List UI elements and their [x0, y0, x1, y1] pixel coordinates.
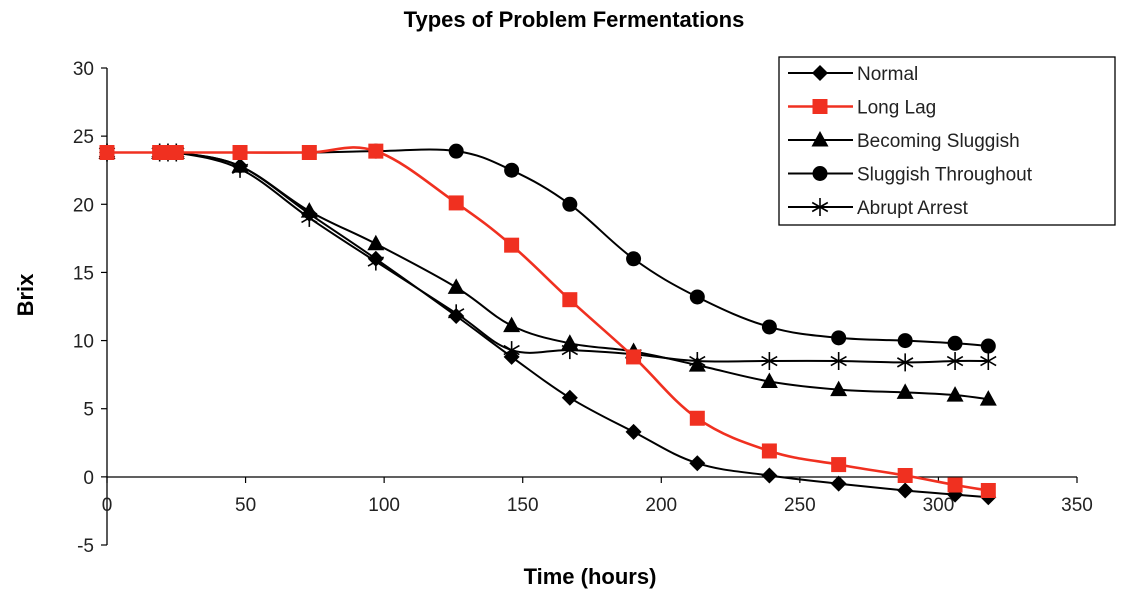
data-point	[980, 338, 996, 354]
star-stroke	[761, 355, 778, 367]
data-point	[897, 333, 913, 349]
y-tick-label: 30	[73, 59, 94, 80]
y-axis-title: Brix	[13, 273, 38, 317]
data-point	[561, 389, 578, 406]
legend-item: Normal	[788, 64, 918, 85]
data-point	[368, 143, 384, 159]
data-point	[504, 162, 520, 178]
data-point	[503, 348, 520, 365]
data-point	[168, 144, 184, 160]
data-point	[301, 144, 317, 160]
data-point	[830, 380, 848, 397]
data-point	[897, 467, 913, 483]
data-point	[367, 250, 384, 267]
legend-marker	[812, 166, 828, 181]
data-point	[980, 352, 997, 371]
data-point	[626, 251, 642, 267]
legend: Normal Long Lag Becoming Sluggish Sluggish …	[778, 56, 1116, 226]
data-point	[896, 383, 914, 399]
legend-marker	[812, 99, 828, 114]
data-point	[625, 423, 642, 440]
legend-label: Abrupt Arrest	[857, 198, 969, 219]
x-tick-label: 0	[102, 495, 113, 516]
chart-title: Types of Problem Fermentations	[404, 7, 745, 32]
data-point	[232, 158, 249, 175]
data-point	[947, 477, 963, 493]
x-tick-label: 350	[1061, 495, 1093, 516]
data-point	[830, 475, 847, 492]
data-point	[561, 334, 579, 350]
star-stroke	[946, 355, 964, 367]
data-point	[689, 455, 706, 472]
y-tick-label: 0	[83, 468, 94, 489]
data-point	[448, 195, 464, 211]
y-tick-label: 5	[83, 400, 94, 421]
data-point	[761, 467, 778, 484]
data-point	[830, 352, 847, 371]
data-point	[760, 372, 778, 388]
data-point	[503, 316, 521, 333]
data-point	[947, 335, 963, 351]
series-layer	[98, 143, 997, 506]
star-stroke	[896, 357, 914, 368]
legend-item: Becoming Sluggish	[788, 131, 1020, 152]
legend-label: Sluggish Throughout	[857, 165, 1033, 186]
legend-item: Abrupt Arrest	[788, 198, 969, 219]
y-tick-label: 15	[73, 263, 94, 284]
data-point	[946, 386, 964, 402]
x-axis-title: Time (hours)	[524, 564, 657, 589]
legend-label: Long Lag	[857, 98, 936, 119]
y-tick-label: 20	[73, 195, 94, 216]
series-long-lag	[99, 143, 996, 498]
x-tick-label: 50	[235, 495, 256, 516]
data-point	[946, 352, 964, 371]
data-point	[980, 482, 996, 498]
data-point	[896, 353, 914, 372]
data-point	[831, 330, 847, 346]
data-point	[626, 349, 642, 365]
legend-marker	[812, 65, 828, 81]
data-point	[897, 482, 914, 499]
data-point	[562, 196, 578, 212]
legend-label: Becoming Sluggish	[857, 131, 1020, 152]
x-tick-label: 100	[368, 495, 400, 516]
x-tick-label: 200	[645, 495, 677, 516]
y-tick-label: 25	[73, 127, 94, 148]
y-tick-label: -5	[77, 536, 94, 557]
data-point	[448, 308, 465, 325]
data-point	[504, 237, 520, 253]
legend-item: Long Lag	[788, 98, 936, 119]
data-point	[761, 319, 777, 335]
data-point	[447, 278, 465, 294]
data-point	[831, 457, 847, 473]
data-point	[979, 390, 997, 406]
y-tick-label: 10	[73, 332, 94, 353]
legend-item: Sluggish Throughout	[788, 165, 1033, 186]
data-point	[448, 143, 464, 159]
data-point	[761, 352, 778, 371]
star-stroke	[811, 201, 829, 213]
data-point	[301, 205, 318, 222]
data-point	[688, 356, 706, 372]
star-stroke	[830, 355, 847, 367]
star-stroke	[980, 355, 997, 367]
data-point	[99, 144, 115, 160]
data-point	[689, 289, 705, 305]
data-point	[689, 410, 705, 426]
x-tick-label: 250	[784, 495, 816, 516]
legend-marker	[811, 131, 829, 147]
x-tick-label: 150	[507, 495, 539, 516]
x-tick-label: 300	[923, 495, 955, 516]
data-point	[562, 292, 578, 308]
legend-marker	[811, 198, 829, 216]
data-point	[761, 443, 777, 459]
data-point	[367, 234, 385, 251]
legend-label: Normal	[857, 64, 918, 85]
data-point	[232, 144, 248, 160]
